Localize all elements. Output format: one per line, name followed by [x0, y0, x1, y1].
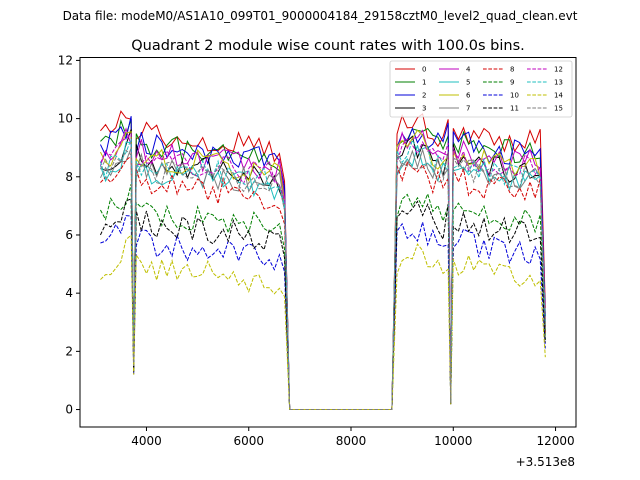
- legend-label-13: 13: [554, 79, 563, 87]
- plot-frame: [79, 57, 577, 428]
- y-tick-label: 8: [65, 170, 73, 184]
- legend-label-7: 7: [466, 105, 470, 113]
- series-line-1: [100, 118, 546, 411]
- series-line-7: [100, 147, 546, 411]
- y-tick-label: 4: [65, 286, 73, 300]
- legend-label-15: 15: [554, 105, 563, 113]
- legend-label-11: 11: [510, 105, 519, 113]
- legend-label-2: 2: [422, 92, 426, 100]
- y-tick-label: 12: [58, 53, 73, 67]
- legend-label-9: 9: [510, 79, 514, 87]
- x-tick-label: 10000: [434, 434, 472, 448]
- y-tick-label: 6: [65, 228, 73, 242]
- series-line-10: [100, 215, 546, 411]
- series-line-11: [99, 198, 546, 411]
- y-axis: 0 2 4 6 8 10 12: [58, 53, 80, 417]
- legend-box: [389, 60, 573, 118]
- legend-label-12: 12: [554, 66, 563, 74]
- legend-label-6: 6: [466, 92, 471, 100]
- series-line-14: [100, 233, 546, 411]
- legend-label-8: 8: [510, 66, 514, 74]
- x-tick-label: 8000: [336, 434, 367, 448]
- legend-label-3: 3: [422, 105, 426, 113]
- y-tick-label: 10: [58, 112, 73, 126]
- legend-label-10: 10: [510, 92, 519, 100]
- series-line-13: [99, 138, 546, 411]
- legend-label-0: 0: [422, 66, 426, 74]
- series-line-6: [100, 129, 546, 411]
- legend-label-14: 14: [554, 92, 563, 100]
- legend-label-4: 4: [466, 66, 471, 74]
- series-line-15: [100, 149, 546, 411]
- series-layer: [99, 110, 546, 411]
- legend-label-1: 1: [422, 79, 426, 87]
- x-offset-label: +3.513e8: [516, 455, 575, 469]
- y-tick-label: 0: [65, 403, 73, 417]
- x-tick-label: 6000: [233, 434, 264, 448]
- data-file-label: Data file: modeM0/AS1A10_099T01_90000041…: [63, 9, 578, 23]
- series-line-4: [99, 127, 546, 411]
- x-axis: 4000 6000 8000 10000 12000: [131, 427, 575, 448]
- x-tick-label: 12000: [536, 434, 574, 448]
- legend-label-5: 5: [466, 79, 470, 87]
- chart-title: Quadrant 2 module wise count rates with …: [131, 38, 525, 54]
- series-line-9: [100, 184, 546, 411]
- series-line-12: [99, 132, 546, 411]
- series-line-8: [100, 154, 546, 411]
- y-tick-label: 2: [65, 344, 73, 358]
- x-tick-label: 4000: [131, 434, 162, 448]
- series-line-0: [100, 110, 546, 411]
